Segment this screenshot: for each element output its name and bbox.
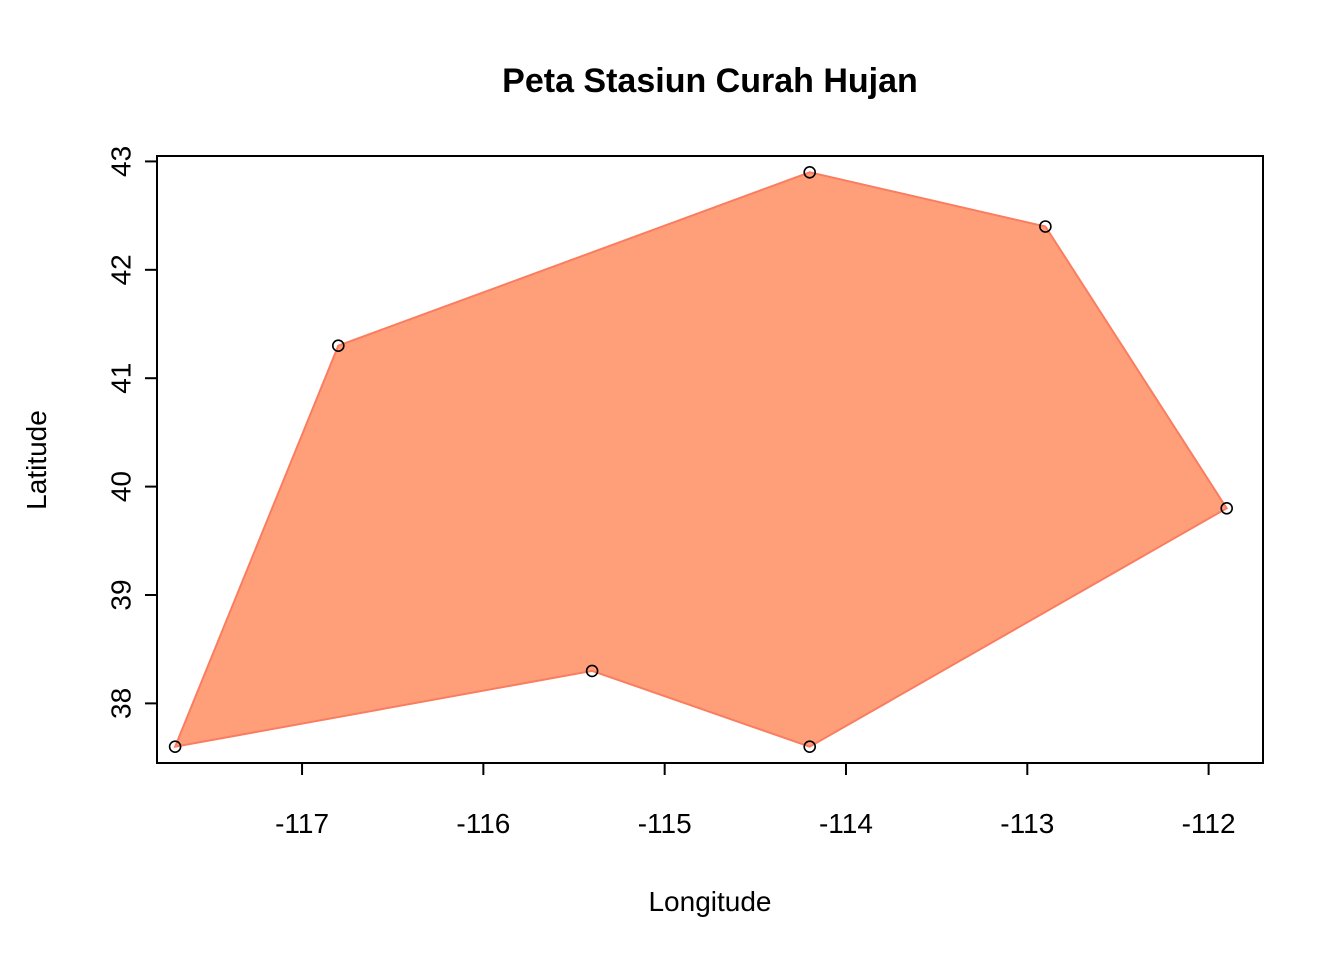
station-point-7: [585, 664, 599, 678]
x-axis: -117 -116 -115 -114 -113 -112: [275, 763, 1236, 839]
y-axis: 38 39 40 41 42 43: [106, 146, 157, 719]
x-tick-label: -114: [819, 808, 873, 839]
x-tick-label: -117: [275, 808, 329, 839]
station-point-2: [331, 339, 345, 353]
x-tick-label: -116: [456, 808, 510, 839]
y-tick-label: 42: [106, 254, 137, 285]
x-tick-label: -113: [1000, 808, 1054, 839]
x-axis-label: Longitude: [648, 886, 771, 917]
station-point-5: [1220, 501, 1233, 515]
y-tick-label: 40: [106, 471, 137, 502]
y-tick-label: 43: [106, 146, 137, 177]
station-polygon: [173, 171, 1229, 749]
station-point-6: [803, 740, 817, 754]
y-tick-label: 39: [106, 579, 137, 610]
plot-frame: [156, 155, 1264, 764]
y-tick-label: 41: [106, 363, 137, 394]
chart-title: Peta Stasiun Curah Hujan: [502, 62, 918, 100]
station-point-3: [803, 166, 817, 179]
station-point-1: [168, 740, 182, 754]
y-axis-label: Latitude: [21, 410, 52, 510]
plot-area: [168, 166, 1233, 754]
station-point-4: [1039, 220, 1052, 233]
x-tick-label: -115: [638, 808, 692, 839]
y-tick-label: 38: [106, 688, 137, 719]
x-tick-label: -112: [1182, 808, 1236, 839]
